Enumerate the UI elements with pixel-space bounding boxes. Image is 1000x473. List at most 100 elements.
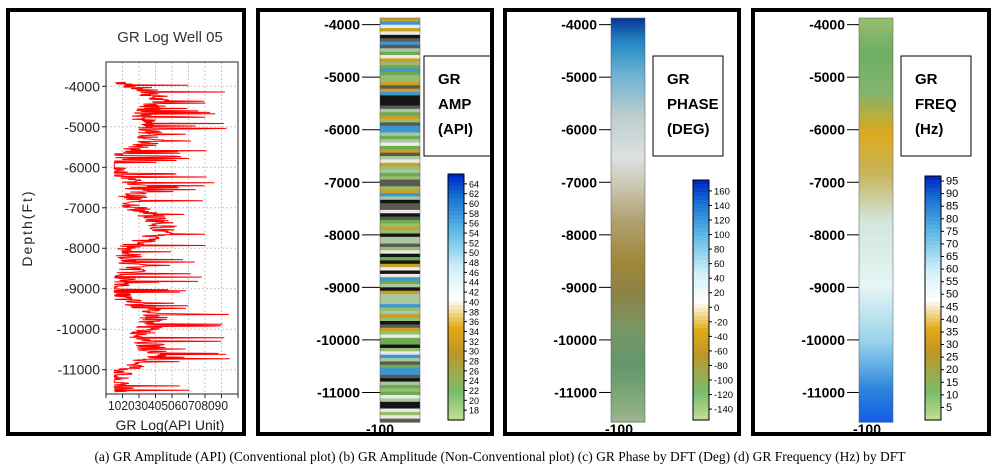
colorbar-segment [448,223,464,228]
strip-band [380,374,420,379]
colorbar-segment [693,252,709,257]
colorbar-segment [693,400,709,405]
strip-band [859,55,893,59]
colorbar-segment [693,380,709,385]
strip-band [859,344,893,349]
strip-band [859,156,893,160]
strip-band [859,220,893,224]
colorbar-segment [448,239,464,245]
strip-band [859,102,893,107]
strip-band [380,246,420,251]
strip-frame [379,17,421,423]
strip-band [380,61,420,66]
strip-band [380,166,420,171]
strip-band [380,98,420,103]
colorbar-segment [448,309,464,314]
strip-band [380,368,420,373]
strip-band [859,129,893,134]
strip-band [611,189,645,194]
legend-title-line: GR [667,71,690,88]
strip-band [859,92,893,97]
strip-band [611,125,645,130]
colorbar-segment [448,264,464,269]
strip-band [380,142,420,147]
colorbar-tick-label: 55 [946,276,958,288]
colorbar-segment [925,293,941,299]
strip-band [380,384,420,389]
strip-band [611,398,645,403]
colorbar-segment [925,269,941,275]
colorbar-segment [448,329,464,335]
strip-band [380,361,420,366]
strip-band [611,364,645,369]
strip-band [380,290,420,295]
strip-band [611,55,645,59]
strip-band [859,142,893,147]
strip-band [859,71,893,76]
strip-band [859,78,893,83]
colorbar-tick-label: 70 [946,238,958,250]
colorbar-segment [448,370,464,376]
strip-band [859,108,893,113]
strip-band [859,277,893,282]
colorbar-segment [448,251,464,257]
strip-band [859,34,893,39]
colorbar-segment [448,342,464,347]
strip-band [859,351,893,356]
colorbar-segment [925,196,941,201]
strip-band [859,223,893,228]
strip-band [611,361,645,366]
strip-band [859,361,893,366]
strip-band [611,388,645,393]
strip-band [611,122,645,127]
colorbar-segment [448,276,464,282]
colorbar-segment [693,276,709,281]
strip-band [611,142,645,147]
colorbar-segment [693,332,709,337]
colorbar-segment [925,285,941,291]
y-tick-label: -7000 [64,200,100,216]
colorbar-tick-label: 140 [714,201,730,212]
strip-band [611,24,645,29]
strip-band [859,75,893,80]
colorbar-segment [925,354,941,360]
strip-band [611,250,645,255]
color-strip [380,18,420,423]
strip-band [611,75,645,80]
colorbar-segment [448,399,464,405]
colorbar-segment [693,308,709,313]
colorbar-segment [448,292,464,298]
colorbar-segment [925,371,941,376]
strip-band [859,321,893,325]
strip-band [859,263,893,268]
colorbar-segment [448,383,464,388]
colorbar-segment [693,396,709,401]
strip-band [611,61,645,66]
strip-band [859,31,893,36]
colorbar-tick-label: 28 [469,356,479,366]
strip-band [380,267,420,272]
strip-band [611,354,645,359]
depth-tick-label: -7000 [809,174,845,190]
strip-band [859,411,893,416]
strip-band [380,371,420,376]
colorbar-segment [693,228,709,233]
strip-band [380,364,420,369]
depth-tick-label: -10000 [553,332,597,348]
strip-band [859,172,893,177]
strip-band [380,243,420,248]
y-tick-label: -6000 [64,159,100,175]
strip-frame [858,17,894,423]
strip-band [380,71,420,76]
colorbar-segment [925,200,941,206]
colorbar-tick-label: -60 [714,346,728,357]
strip-band [859,307,893,312]
depth-tick-label: -8000 [324,227,360,243]
strip-band [611,324,645,329]
colorbar-segment [925,403,941,409]
colorbar-segment [693,384,709,389]
strip-band [611,38,645,43]
colorbar-segment [693,312,709,317]
colorbar-segment [448,202,464,208]
strip-band [859,226,893,231]
